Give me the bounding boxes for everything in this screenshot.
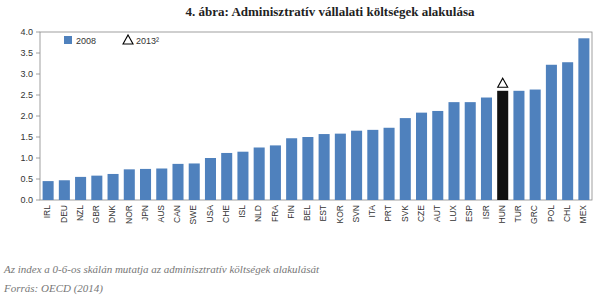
- y-tick: [36, 32, 40, 33]
- x-tick-label: LUX: [448, 205, 458, 222]
- bar: [319, 134, 330, 200]
- x-tick-label: BEL: [302, 205, 312, 221]
- x-tick-label: NZL: [75, 205, 85, 221]
- y-tick-label: 0.5: [20, 174, 33, 184]
- bar: [416, 113, 427, 200]
- x-tick-label: GBR: [91, 205, 101, 223]
- x-tick-label: DNK: [107, 205, 117, 223]
- y-tick-label: 1.0: [20, 153, 33, 163]
- title: 4. ábra: Adminisztratív vállalati költsé…: [186, 4, 475, 19]
- bar: [384, 128, 395, 200]
- bar: [562, 62, 573, 200]
- y-tick: [36, 95, 40, 96]
- marks: [43, 38, 590, 200]
- x-tick-label: EST: [318, 205, 328, 222]
- y-tick-label: 4.0: [20, 27, 33, 37]
- y-tick: [36, 158, 40, 159]
- x-tick-label: AUS: [156, 205, 166, 223]
- x-tick-label: ISL: [237, 205, 247, 218]
- bar: [254, 148, 265, 201]
- x-tick-label: SVN: [351, 205, 361, 222]
- bar: [335, 134, 346, 200]
- x-tick-label: JPN: [140, 205, 150, 221]
- y-tick-label: 1.5: [20, 132, 33, 142]
- bar: [156, 169, 167, 201]
- bar: [481, 98, 492, 200]
- bar: [530, 90, 541, 200]
- bar: [270, 145, 281, 200]
- bar: [172, 164, 183, 200]
- plot-frame: [40, 32, 592, 200]
- bar: [578, 38, 589, 200]
- y-tick-label: 2.0: [20, 111, 33, 121]
- y-tick-label: 3.5: [20, 48, 33, 58]
- x-tick-label: CHE: [221, 205, 231, 223]
- x-tick-label: CZE: [416, 205, 426, 222]
- x-tick-label: FIN: [286, 205, 296, 219]
- bar: [351, 131, 362, 200]
- y-tick-label: 3.0: [20, 69, 33, 79]
- x-tick-label: AUT: [432, 205, 442, 222]
- y-tick-label: 0.0: [20, 195, 33, 205]
- legend-label: 2008: [76, 36, 96, 46]
- source: Forrás: OECD (2014): [3, 282, 103, 295]
- x-tick-label: POL: [546, 205, 556, 222]
- legend-swatch: [123, 35, 133, 44]
- x-tick-label: CAN: [172, 205, 182, 223]
- bar: [367, 130, 378, 200]
- bar: [497, 91, 508, 200]
- x-tick-label: FRA: [270, 205, 280, 222]
- x-tick-label: HUN: [497, 205, 507, 223]
- bar: [465, 102, 476, 200]
- x-tick-label: TUR: [513, 205, 523, 222]
- bar: [59, 180, 70, 200]
- x-tick-label: PRT: [383, 205, 393, 222]
- bar: [124, 169, 135, 200]
- bar: [448, 102, 459, 200]
- bar: [205, 158, 216, 200]
- bar: [75, 177, 86, 200]
- y-tick-label: 2.5: [20, 90, 33, 100]
- bar: [221, 153, 232, 200]
- bar: [432, 111, 443, 200]
- x-tick-label: NLD: [253, 205, 263, 222]
- x-tick-label: MEX: [578, 205, 588, 224]
- legend-swatch: [64, 36, 72, 44]
- bar: [91, 176, 102, 200]
- x-tick-label: GRC: [529, 205, 539, 224]
- bar: [400, 118, 411, 200]
- y-tick: [36, 116, 40, 117]
- bar: [546, 65, 557, 200]
- x-tick-label: NOR: [124, 205, 134, 224]
- x-tick-label: SVK: [400, 205, 410, 222]
- bar: [108, 174, 119, 200]
- bar: [140, 169, 151, 200]
- x-tick-label: KOR: [335, 205, 345, 223]
- marker: [498, 78, 508, 87]
- x-tick-label: SWE: [188, 205, 198, 225]
- y-tick: [36, 200, 40, 201]
- x-tick-label: ITA: [367, 205, 377, 218]
- x-tick-label: IRL: [42, 205, 52, 219]
- bar: [189, 163, 200, 200]
- x-tick-label: ISR: [481, 205, 491, 219]
- y-tick: [36, 74, 40, 75]
- legend-label: 2013²: [136, 36, 159, 46]
- x-tick-label: USA: [205, 205, 215, 223]
- bar: [513, 91, 524, 200]
- x-tick-label: DEU: [59, 205, 69, 223]
- x-tick-label: ESP: [464, 205, 474, 222]
- bar: [286, 138, 297, 200]
- y-tick: [36, 53, 40, 54]
- bar: [237, 152, 248, 200]
- bar: [43, 181, 54, 200]
- caption: Az index a 0-6-os skálán mutatja az admi…: [3, 263, 320, 275]
- y-tick: [36, 179, 40, 180]
- x-tick-label: CHL: [562, 205, 572, 222]
- bar: [302, 137, 313, 200]
- y-tick: [36, 137, 40, 138]
